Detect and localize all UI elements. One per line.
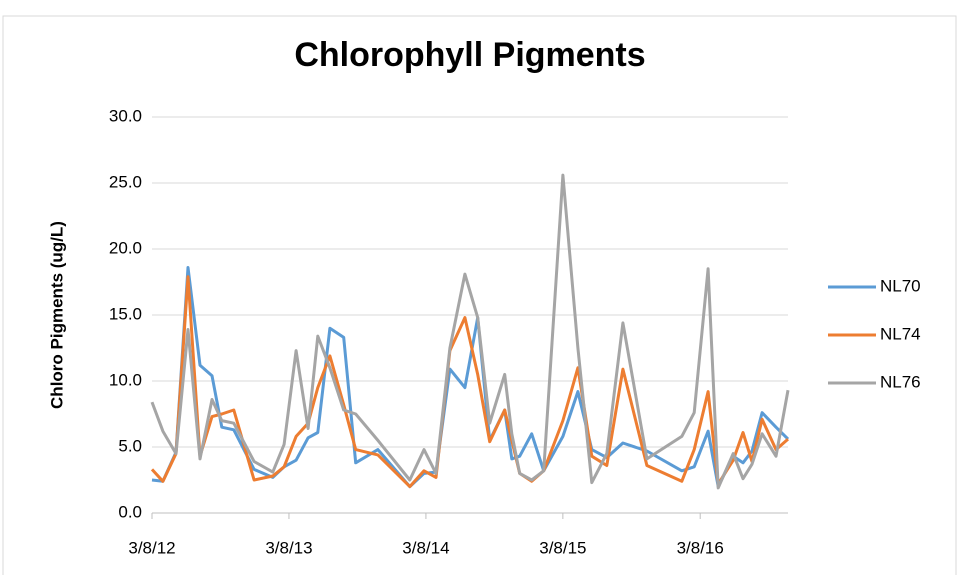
legend-label: NL76	[880, 372, 921, 391]
y-axis-label: Chloro Pigments (ug/L)	[47, 221, 66, 409]
x-tick-label: 3/8/15	[539, 538, 586, 557]
chart-title: Chlorophyll Pigments	[294, 36, 645, 74]
x-tick-label: 3/8/12	[128, 538, 175, 557]
x-tick-label: 3/8/14	[402, 538, 449, 557]
y-tick-label: 25.0	[109, 172, 142, 191]
legend-label: NL74	[880, 324, 921, 343]
y-tick-label: 0.0	[118, 502, 142, 521]
y-tick-label: 30.0	[109, 106, 142, 125]
y-tick-label: 20.0	[109, 238, 142, 257]
series-line	[150, 173, 790, 490]
y-tick-label: 10.0	[109, 370, 142, 389]
x-tick-label: 3/8/13	[265, 538, 312, 557]
series-line	[150, 275, 789, 489]
y-tick-label: 5.0	[118, 436, 142, 455]
y-tick-label: 15.0	[109, 304, 142, 323]
x-tick-label: 3/8/16	[677, 538, 724, 557]
legend-label: NL70	[880, 276, 921, 295]
chart-frame	[2, 15, 957, 575]
